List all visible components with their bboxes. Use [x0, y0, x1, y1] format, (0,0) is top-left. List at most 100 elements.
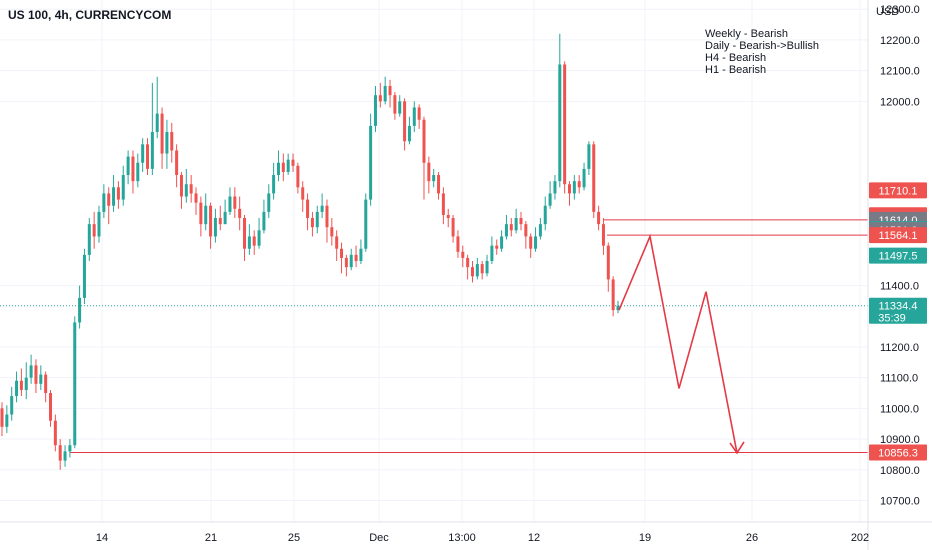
candle-body [335, 236, 339, 249]
candle-body [5, 414, 9, 427]
y-tick-label: 10900.0 [880, 434, 920, 446]
candle-body [456, 236, 460, 252]
projection-path [618, 233, 745, 455]
candle-body [567, 184, 571, 194]
candle-body [427, 162, 431, 182]
candle-body [68, 445, 72, 452]
candle-body [616, 305, 620, 311]
price-label-box [869, 444, 927, 461]
candle-body [194, 193, 198, 203]
candle-body [252, 236, 256, 246]
candle-body [422, 119, 426, 163]
candle-body [403, 101, 407, 142]
y-tick-label: 12300.0 [880, 4, 920, 16]
candle-body [466, 257, 470, 268]
candle-body [310, 218, 314, 228]
candle-body [102, 193, 106, 212]
candle-body [470, 267, 474, 277]
candle-body [238, 208, 242, 219]
candle-body [291, 159, 295, 166]
price-axis[interactable]: 12300.0 12200.0 12100.0 12000.0 11400.0 11200… [867, 0, 920, 550]
candle-body [587, 144, 591, 169]
candle-body [281, 162, 285, 172]
candle-body [563, 64, 567, 185]
countdown-text: 35:39 [878, 313, 906, 325]
candle-body [543, 205, 547, 225]
candle-body [233, 196, 237, 209]
candle-body [509, 224, 513, 231]
candle-body [44, 374, 48, 394]
candle-body [160, 113, 164, 154]
candle-body [344, 257, 348, 268]
candle-body [204, 205, 208, 225]
candle-body [39, 374, 43, 384]
candle-body [378, 95, 382, 102]
price-label-text: 10856.3 [878, 448, 918, 460]
candle-body [15, 380, 19, 397]
candle-body [223, 211, 227, 225]
candle-body [582, 168, 586, 188]
candle-body [529, 236, 533, 249]
candle-body [107, 193, 111, 206]
time-axis[interactable]: 14 21 25 Dec 13:00 12 19 26 202 [0, 521, 932, 544]
price-label-box [869, 247, 927, 264]
candle-body [538, 224, 542, 237]
y-tick-label: 12200.0 [880, 35, 920, 47]
price-label-box [869, 182, 927, 199]
candle-body [417, 107, 421, 120]
candle-body [398, 101, 402, 114]
candle-body [136, 162, 140, 182]
candle-body [189, 184, 193, 194]
x-tick-label: 13:00 [448, 532, 476, 544]
candle-body [199, 202, 203, 225]
candle-body [218, 218, 222, 225]
currency-label: USD [876, 6, 900, 18]
candle-body [349, 254, 353, 268]
candle-body [121, 175, 125, 200]
candle-body [29, 365, 33, 378]
candle-body [315, 211, 319, 228]
y-tick-label: 10700.0 [880, 496, 920, 508]
x-tick-label: 25 [288, 532, 300, 544]
candle-body [184, 184, 188, 197]
y-tick-label: 11400.0 [880, 281, 919, 293]
y-tick-label: 11100.0 [880, 373, 918, 385]
candle-body [495, 245, 499, 249]
candle-body [141, 144, 145, 163]
candle-body [548, 193, 552, 206]
candle-body [78, 297, 82, 323]
candle-body [558, 64, 562, 182]
candle-body [369, 125, 373, 200]
y-tick-label: 11200.0 [880, 342, 919, 354]
candle-body [306, 199, 310, 219]
price-label-box [869, 297, 927, 324]
candlestick-series [0, 33, 620, 470]
candle-body [155, 113, 159, 133]
candle-body [24, 377, 28, 390]
candle-body [364, 199, 368, 249]
candle-body [267, 193, 271, 212]
candle-body [359, 248, 363, 261]
candle-body [490, 245, 494, 261]
x-tick-label: 202 [851, 532, 869, 544]
candle-body [320, 205, 324, 212]
candle-body [432, 175, 436, 182]
candle-body [407, 125, 411, 142]
chart-title: US 100, 4h, CURRENCYCOM [8, 8, 172, 22]
note-h1: H1 - Bearish [705, 64, 767, 76]
price-label-text: 11564.1 [879, 230, 918, 242]
candle-body [301, 187, 305, 200]
candle-body [97, 211, 101, 237]
candle-body [247, 236, 251, 249]
candle-body [597, 211, 601, 225]
candle-body [146, 144, 150, 169]
candle-body [475, 264, 479, 277]
candle-body [393, 95, 397, 114]
candle-body [325, 205, 329, 228]
candle-body [412, 107, 416, 126]
candle-body [553, 181, 557, 194]
candle-body [272, 175, 276, 194]
candle-body [441, 193, 445, 215]
candle-body [73, 322, 77, 446]
